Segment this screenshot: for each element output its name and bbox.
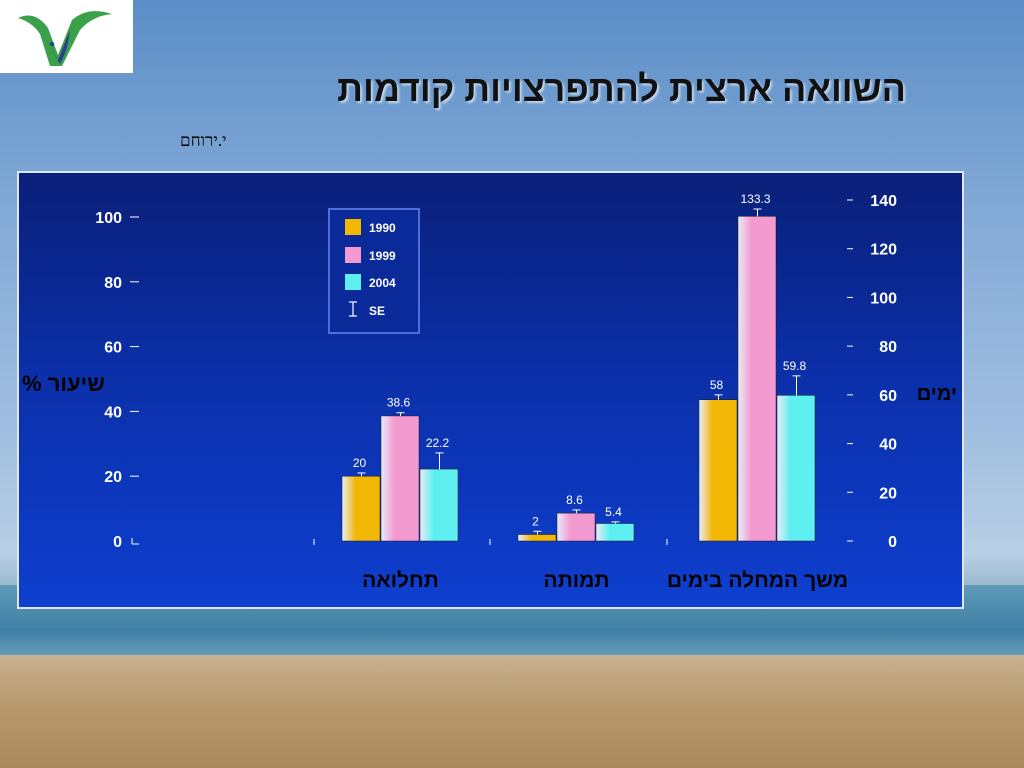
data-label: 2: [532, 514, 539, 528]
bar-2004-cat0: [419, 468, 459, 542]
baseline-ticks: [313, 539, 668, 545]
left-axis: 0 20 40 60 80 100: [95, 210, 139, 551]
legend-swatch-1990: [345, 219, 361, 235]
left-axis-label: שיעור %: [22, 371, 105, 396]
data-label: 20: [353, 456, 367, 470]
se-icon: [349, 301, 357, 317]
left-tick-label: 40: [104, 404, 122, 421]
bar-1990-cat2: [698, 399, 738, 542]
right-tick-label: 60: [879, 388, 897, 405]
bar-1999-cat2: [737, 216, 777, 542]
right-tick-label: 0: [888, 534, 897, 551]
bar-2004-cat2: [776, 395, 816, 542]
legend-label-2004: 2004: [369, 276, 396, 290]
data-label: 38.6: [387, 396, 411, 410]
left-tick-label: 80: [104, 275, 122, 292]
data-label: 5.4: [605, 505, 622, 519]
right-axis-label: ימים: [917, 383, 957, 405]
right-tick-label: 40: [879, 437, 897, 454]
category-label: משך המחלה בימים: [667, 569, 848, 592]
right-tick-label: 100: [870, 290, 897, 307]
logo: [0, 0, 133, 73]
data-label: 22.2: [426, 436, 450, 450]
data-label: 58: [710, 378, 724, 392]
legend-label-1990: 1990: [369, 221, 396, 235]
left-tick-label: 60: [104, 340, 122, 357]
left-tick-mark: [131, 538, 139, 545]
bar-1999-cat0: [380, 415, 420, 542]
right-tick-label: 20: [879, 485, 897, 502]
bar-1999-cat1: [556, 512, 596, 542]
page-title: השוואה ארצית להתפרצויות קודמות: [337, 68, 906, 109]
legend: 1990 1999 2004 SE: [328, 208, 420, 334]
logo-icon: [18, 11, 112, 67]
left-tick-label: 0: [113, 534, 122, 551]
right-tick-label: 80: [879, 339, 897, 356]
left-tick-label: 20: [104, 469, 122, 486]
legend-label-1999: 1999: [369, 249, 396, 263]
category-label: תחלואה: [362, 569, 439, 592]
author-note: י.ירוחם: [180, 131, 227, 150]
legend-label-se: SE: [369, 304, 385, 318]
category-label: תמותה: [544, 569, 610, 592]
data-label: 8.6: [566, 493, 583, 507]
chart-panel: 0 20 40 60 80 100 0 20 40 60 80 100 120 140 20 38.6 22…: [17, 171, 964, 609]
right-axis: 0 20 40 60 80 100 120 140: [847, 193, 897, 551]
right-tick-label: 140: [870, 193, 897, 210]
bar-1990-cat1: [517, 534, 557, 542]
legend-swatch-1999: [345, 247, 361, 263]
bar-2004-cat1: [595, 523, 635, 542]
left-tick-label: 100: [95, 210, 122, 227]
beach-background: [0, 655, 1024, 768]
data-label: 133.3: [740, 192, 770, 206]
right-tick-label: 120: [870, 242, 897, 259]
bars-group: 20 38.6 22.2 תחלואה 2 8.6 5.4 תמותה 58 133.3 59.8 מ…: [341, 192, 848, 592]
data-label: 59.8: [783, 359, 807, 373]
legend-swatch-2004: [345, 274, 361, 290]
bar-1990-cat0: [341, 475, 381, 542]
